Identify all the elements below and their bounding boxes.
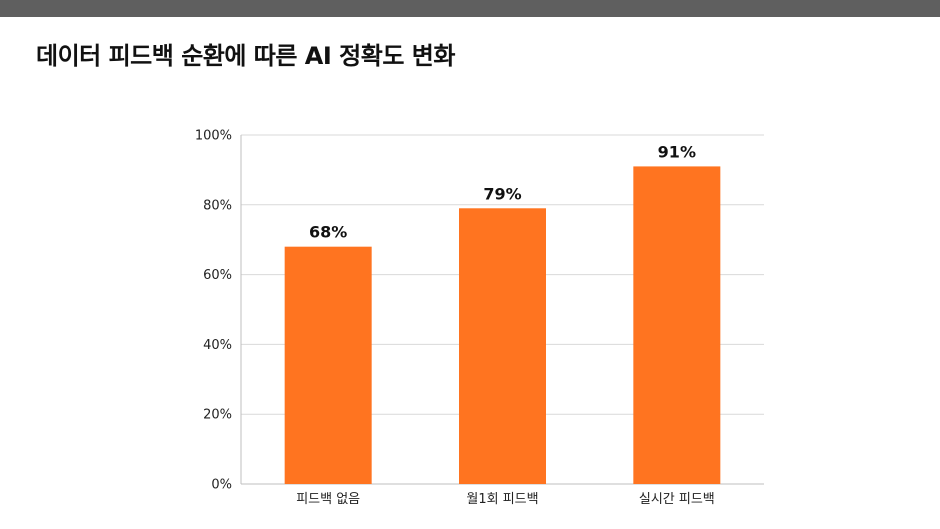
bar (459, 208, 546, 485)
bar (633, 166, 721, 484)
top-bar (0, 0, 940, 17)
slide-title: 데이터 피드백 순환에 따른 AI 정확도 변화 (36, 42, 455, 70)
y-tick-label: 80% (203, 198, 232, 213)
y-tick-label: 40% (203, 338, 232, 353)
x-category-label: 월1회 피드백 (466, 492, 538, 507)
y-tick-label: 60% (203, 268, 232, 283)
x-category-label: 실시간 피드백 (639, 492, 715, 507)
data-label: 79% (483, 184, 521, 203)
bar (284, 246, 372, 484)
data-label: 68% (309, 223, 347, 242)
x-category-label: 피드백 없음 (296, 492, 360, 507)
y-tick-label: 20% (203, 408, 232, 423)
y-tick-label: 100% (195, 129, 232, 144)
data-label: 91% (658, 142, 696, 161)
y-tick-label: 0% (211, 478, 232, 493)
